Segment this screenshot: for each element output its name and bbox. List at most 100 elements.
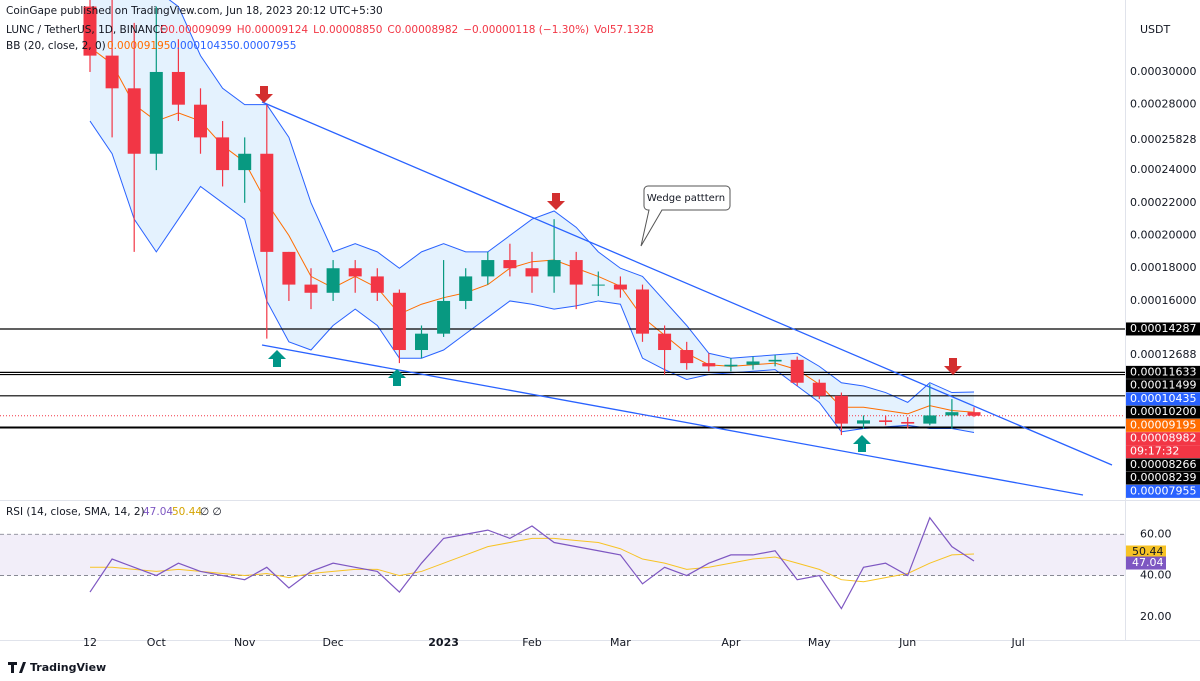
wedge-upper-line bbox=[261, 101, 1113, 466]
y-tick-label: 0.00028000 bbox=[1130, 98, 1196, 111]
candle-body bbox=[702, 363, 716, 367]
callout bbox=[640, 185, 731, 247]
candle-body bbox=[149, 71, 163, 154]
price-label: 0.00014287 bbox=[1130, 322, 1196, 335]
annotation: Wedge patttern bbox=[647, 193, 725, 204]
candle-body bbox=[503, 260, 517, 269]
candle-body bbox=[370, 276, 384, 293]
bb-basis-value: 0.00009195 bbox=[107, 40, 170, 52]
price-label-bg bbox=[1126, 471, 1200, 485]
y-tick-label: 0.00020000 bbox=[1130, 229, 1196, 242]
countdown: 09:17:32 bbox=[1130, 445, 1179, 458]
candle-body bbox=[348, 268, 362, 277]
axes: 0.00030000 0.00028000 0.00025828 0.00024000… bbox=[0, 0, 1200, 649]
y-tick-label: 0.00022000 bbox=[1130, 196, 1196, 209]
candle-body bbox=[83, 6, 97, 56]
bb-upper-value: 0.00010435 bbox=[170, 40, 233, 52]
ohlc-value: −0.00000118 (−1.30%) bbox=[463, 24, 589, 36]
price-label: 0.00010200 bbox=[1130, 405, 1196, 418]
footer-text: TradingView bbox=[30, 661, 106, 674]
bb-title: BB (20, close, 2, 0) bbox=[6, 40, 106, 52]
price-label: 0.00009195 bbox=[1130, 418, 1196, 431]
bb-lower-value: 0.00007955 bbox=[233, 40, 296, 52]
candle-body bbox=[392, 292, 406, 351]
arrow-up bbox=[853, 435, 871, 452]
price-label-bg bbox=[1126, 418, 1200, 432]
arrow-down bbox=[944, 358, 962, 375]
x-tick-label: Oct bbox=[147, 636, 167, 649]
candle-body bbox=[680, 350, 694, 364]
ohlc-value: H0.00009124 bbox=[237, 24, 309, 36]
x-tick-label: Dec bbox=[322, 636, 343, 649]
publisher: CoinGape published on TradingView.com, J… bbox=[6, 5, 383, 17]
up-arrows bbox=[268, 350, 871, 452]
price-label-bg bbox=[1126, 405, 1200, 419]
logo-icon bbox=[8, 662, 26, 673]
candle-body bbox=[459, 276, 473, 301]
drawings: Wedge patttern bbox=[255, 86, 1113, 496]
arrow-up bbox=[268, 350, 286, 367]
x-tick-label: Apr bbox=[721, 636, 741, 649]
y-tick-label: 0.00024000 bbox=[1130, 163, 1196, 176]
price-label: 0.00008239 bbox=[1130, 471, 1196, 484]
price-label-bg bbox=[1126, 392, 1200, 406]
candle-body bbox=[127, 88, 141, 154]
candle-body bbox=[569, 260, 583, 285]
candle-body bbox=[282, 251, 296, 285]
candle-body bbox=[216, 137, 230, 171]
candle-body bbox=[194, 104, 207, 138]
price-label: 0.00008982 bbox=[1130, 432, 1196, 445]
candle-body bbox=[260, 153, 274, 252]
y-tick-label: 0.00018000 bbox=[1130, 261, 1196, 274]
ohlc-value: O0.00009099 bbox=[160, 24, 232, 36]
rsi-value: 47.04 bbox=[143, 506, 173, 518]
bb-fill bbox=[90, 0, 974, 433]
x-tick-label: 2023 bbox=[428, 636, 459, 649]
candle-body bbox=[879, 420, 893, 422]
currency: USDT bbox=[1140, 23, 1171, 36]
ohlc-value: C0.00008982 bbox=[387, 24, 458, 36]
candle-body bbox=[790, 359, 804, 383]
bb-lower bbox=[89, 120, 975, 434]
y-tick-label: 0.00012688 bbox=[1130, 348, 1196, 361]
down-arrows bbox=[255, 86, 962, 375]
candle-body bbox=[591, 284, 605, 286]
arrow-up bbox=[388, 369, 406, 386]
wedge-lower-line bbox=[261, 344, 1084, 496]
price-label-bg bbox=[1126, 379, 1200, 393]
rsi-title: RSI (14, close, SMA, 14, 2) bbox=[6, 506, 145, 518]
candle-body bbox=[768, 359, 782, 362]
price-label-bg bbox=[1126, 458, 1200, 472]
rsi-tick-label: 20.00 bbox=[1140, 610, 1172, 623]
price-label: 0.00007955 bbox=[1130, 484, 1196, 497]
x-tick-label: May bbox=[808, 636, 831, 649]
y-tick-label: 0.00016000 bbox=[1130, 294, 1196, 307]
candle-body bbox=[967, 412, 981, 416]
candle-body bbox=[326, 268, 340, 293]
candle-body bbox=[724, 364, 738, 367]
candle-body bbox=[105, 55, 119, 89]
x-tick-label: Mar bbox=[610, 636, 631, 649]
candle-body bbox=[857, 420, 870, 424]
ohlc-legend: O0.00009099 H0.00009124 L0.00008850 C0.0000… bbox=[160, 24, 654, 36]
candle-body bbox=[437, 300, 451, 334]
price-label-bg bbox=[1126, 432, 1200, 446]
rsi-ma-value: 50.44 bbox=[172, 506, 202, 518]
candle-body bbox=[945, 412, 959, 416]
candle-body bbox=[547, 260, 561, 277]
rsi-label-bg bbox=[1126, 545, 1166, 559]
y-tick-label: 0.00030000 bbox=[1130, 65, 1196, 78]
price-pane bbox=[0, 0, 1125, 436]
candle-body bbox=[901, 421, 915, 424]
candle-body bbox=[525, 268, 539, 277]
candle-body bbox=[636, 289, 649, 334]
candle-body bbox=[613, 284, 627, 290]
rsi-label: 50.44 bbox=[1132, 545, 1164, 558]
y-tick-label: 0.00025828 bbox=[1130, 133, 1196, 146]
candle-body bbox=[834, 395, 848, 424]
ohlc-value: Vol57.132B bbox=[594, 24, 654, 36]
rsi-ma-line bbox=[90, 537, 975, 583]
price-label: 0.00011499 bbox=[1130, 379, 1196, 392]
candle-body bbox=[481, 260, 495, 277]
